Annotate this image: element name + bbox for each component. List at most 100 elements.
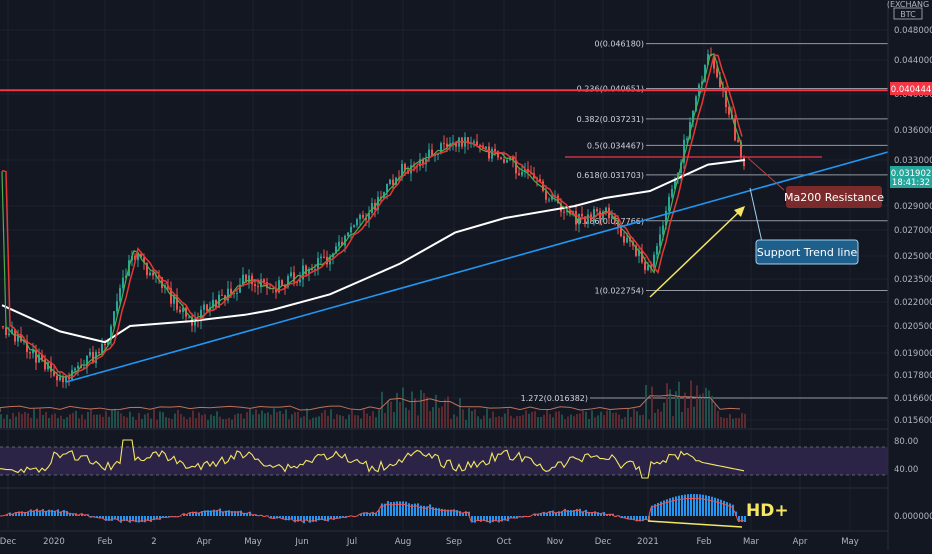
volume-bar	[675, 391, 677, 428]
volume-bar	[288, 419, 290, 428]
volume-bar	[117, 411, 119, 428]
volume-bar	[384, 413, 386, 428]
candle-body	[488, 147, 490, 159]
volume-bar	[666, 383, 668, 428]
volume-bar	[33, 409, 35, 428]
volume-bar	[276, 412, 278, 428]
volume-bar	[483, 416, 485, 428]
volume-bar	[60, 416, 62, 428]
volume-bar	[657, 409, 659, 428]
volume-bar	[306, 408, 308, 428]
volume-bar	[105, 411, 107, 428]
volume-bar	[555, 412, 557, 428]
volume-bar	[501, 417, 503, 428]
volume-bar	[405, 408, 407, 428]
rsi-axis-label: 80.00	[894, 437, 918, 447]
volume-bar	[582, 411, 584, 428]
volume-bar	[633, 409, 635, 428]
volume-bar	[498, 416, 500, 428]
volume-bar	[564, 419, 566, 428]
fib-level-label: 0.5(0.034467)	[587, 141, 644, 150]
volume-bar	[366, 414, 368, 428]
candle-body	[203, 304, 205, 309]
volume-bar	[123, 416, 125, 428]
volume-bar	[177, 410, 179, 428]
volume-bar	[699, 395, 701, 428]
volume-bar	[93, 415, 95, 428]
volume-bar	[168, 418, 170, 428]
resistance-price-text: 0.040444	[891, 85, 932, 95]
volume-bar	[336, 414, 338, 428]
price-axis-label: 0.023500	[894, 275, 932, 285]
volume-bar	[189, 417, 191, 428]
time-axis-label: Aug	[395, 537, 412, 547]
ma200-resistance-label[interactable]: Ma200 Resistance	[784, 186, 884, 208]
macd-histogram-bar	[705, 495, 707, 516]
volume-bar	[570, 415, 572, 428]
candle-body	[737, 140, 739, 142]
macd-histogram-bar	[681, 495, 683, 516]
macd-histogram-bar	[723, 501, 725, 516]
fib-level-label: 0(0.046180)	[594, 40, 644, 49]
volume-bar	[387, 400, 389, 428]
volume-bar	[579, 413, 581, 428]
candle-body	[122, 278, 124, 288]
volume-bar	[114, 409, 116, 428]
volume-bar	[465, 420, 467, 428]
volume-bar	[66, 417, 68, 428]
candle-body	[89, 352, 91, 355]
volume-bar	[609, 410, 611, 428]
price-axis-label: 0.022000	[894, 298, 932, 308]
volume-bar	[654, 413, 656, 428]
candle-body	[548, 200, 550, 201]
volume-bar	[597, 415, 599, 428]
rsi-axis-label: 40.00	[894, 465, 918, 475]
macd-histogram-bar	[729, 503, 731, 516]
volume-bar	[102, 417, 104, 428]
volume-bar	[252, 414, 254, 428]
volume-bar	[291, 414, 293, 428]
volume-bar	[240, 414, 242, 428]
volume-bar	[225, 419, 227, 428]
volume-bar	[279, 411, 281, 428]
candle-body	[350, 227, 352, 233]
candle-body	[56, 376, 58, 380]
volume-bar	[78, 418, 80, 428]
volume-bar	[546, 410, 548, 428]
volume-bar	[246, 412, 248, 428]
volume-bar	[204, 414, 206, 428]
support-trend-line-text: Support Trend line	[757, 246, 858, 259]
macd-histogram-bar	[396, 501, 398, 516]
support-trend-line-label[interactable]: Support Trend line	[756, 240, 858, 264]
volume-bar	[429, 411, 431, 428]
volume-bar	[600, 412, 602, 428]
volume-bar	[228, 418, 230, 428]
volume-bar	[558, 411, 560, 428]
volume-bar	[174, 414, 176, 428]
volume-bar	[603, 415, 605, 428]
volume-bar	[138, 413, 140, 428]
volume-bar	[489, 418, 491, 428]
macd-histogram-bar	[402, 501, 404, 516]
volume-bar	[324, 410, 326, 428]
volume-bar	[717, 411, 719, 428]
macd-histogram-bar	[696, 494, 698, 516]
time-axis-label: Apr	[793, 537, 808, 547]
volume-bar	[261, 411, 263, 428]
volume-bar	[180, 414, 182, 428]
time-axis-label: Oct	[497, 537, 512, 547]
volume-bar	[522, 415, 524, 428]
volume-bar	[738, 418, 740, 428]
volume-bar	[132, 417, 134, 428]
macd-histogram-bar	[708, 496, 710, 516]
volume-bar	[249, 409, 251, 428]
volume-bar	[531, 412, 533, 428]
candle-body	[587, 214, 589, 224]
candle-body	[320, 257, 322, 258]
candle-body	[500, 157, 502, 159]
volume-bar	[645, 385, 647, 428]
volume-bar	[216, 411, 218, 428]
volume-bar	[567, 417, 569, 428]
volume-bar	[375, 417, 377, 428]
